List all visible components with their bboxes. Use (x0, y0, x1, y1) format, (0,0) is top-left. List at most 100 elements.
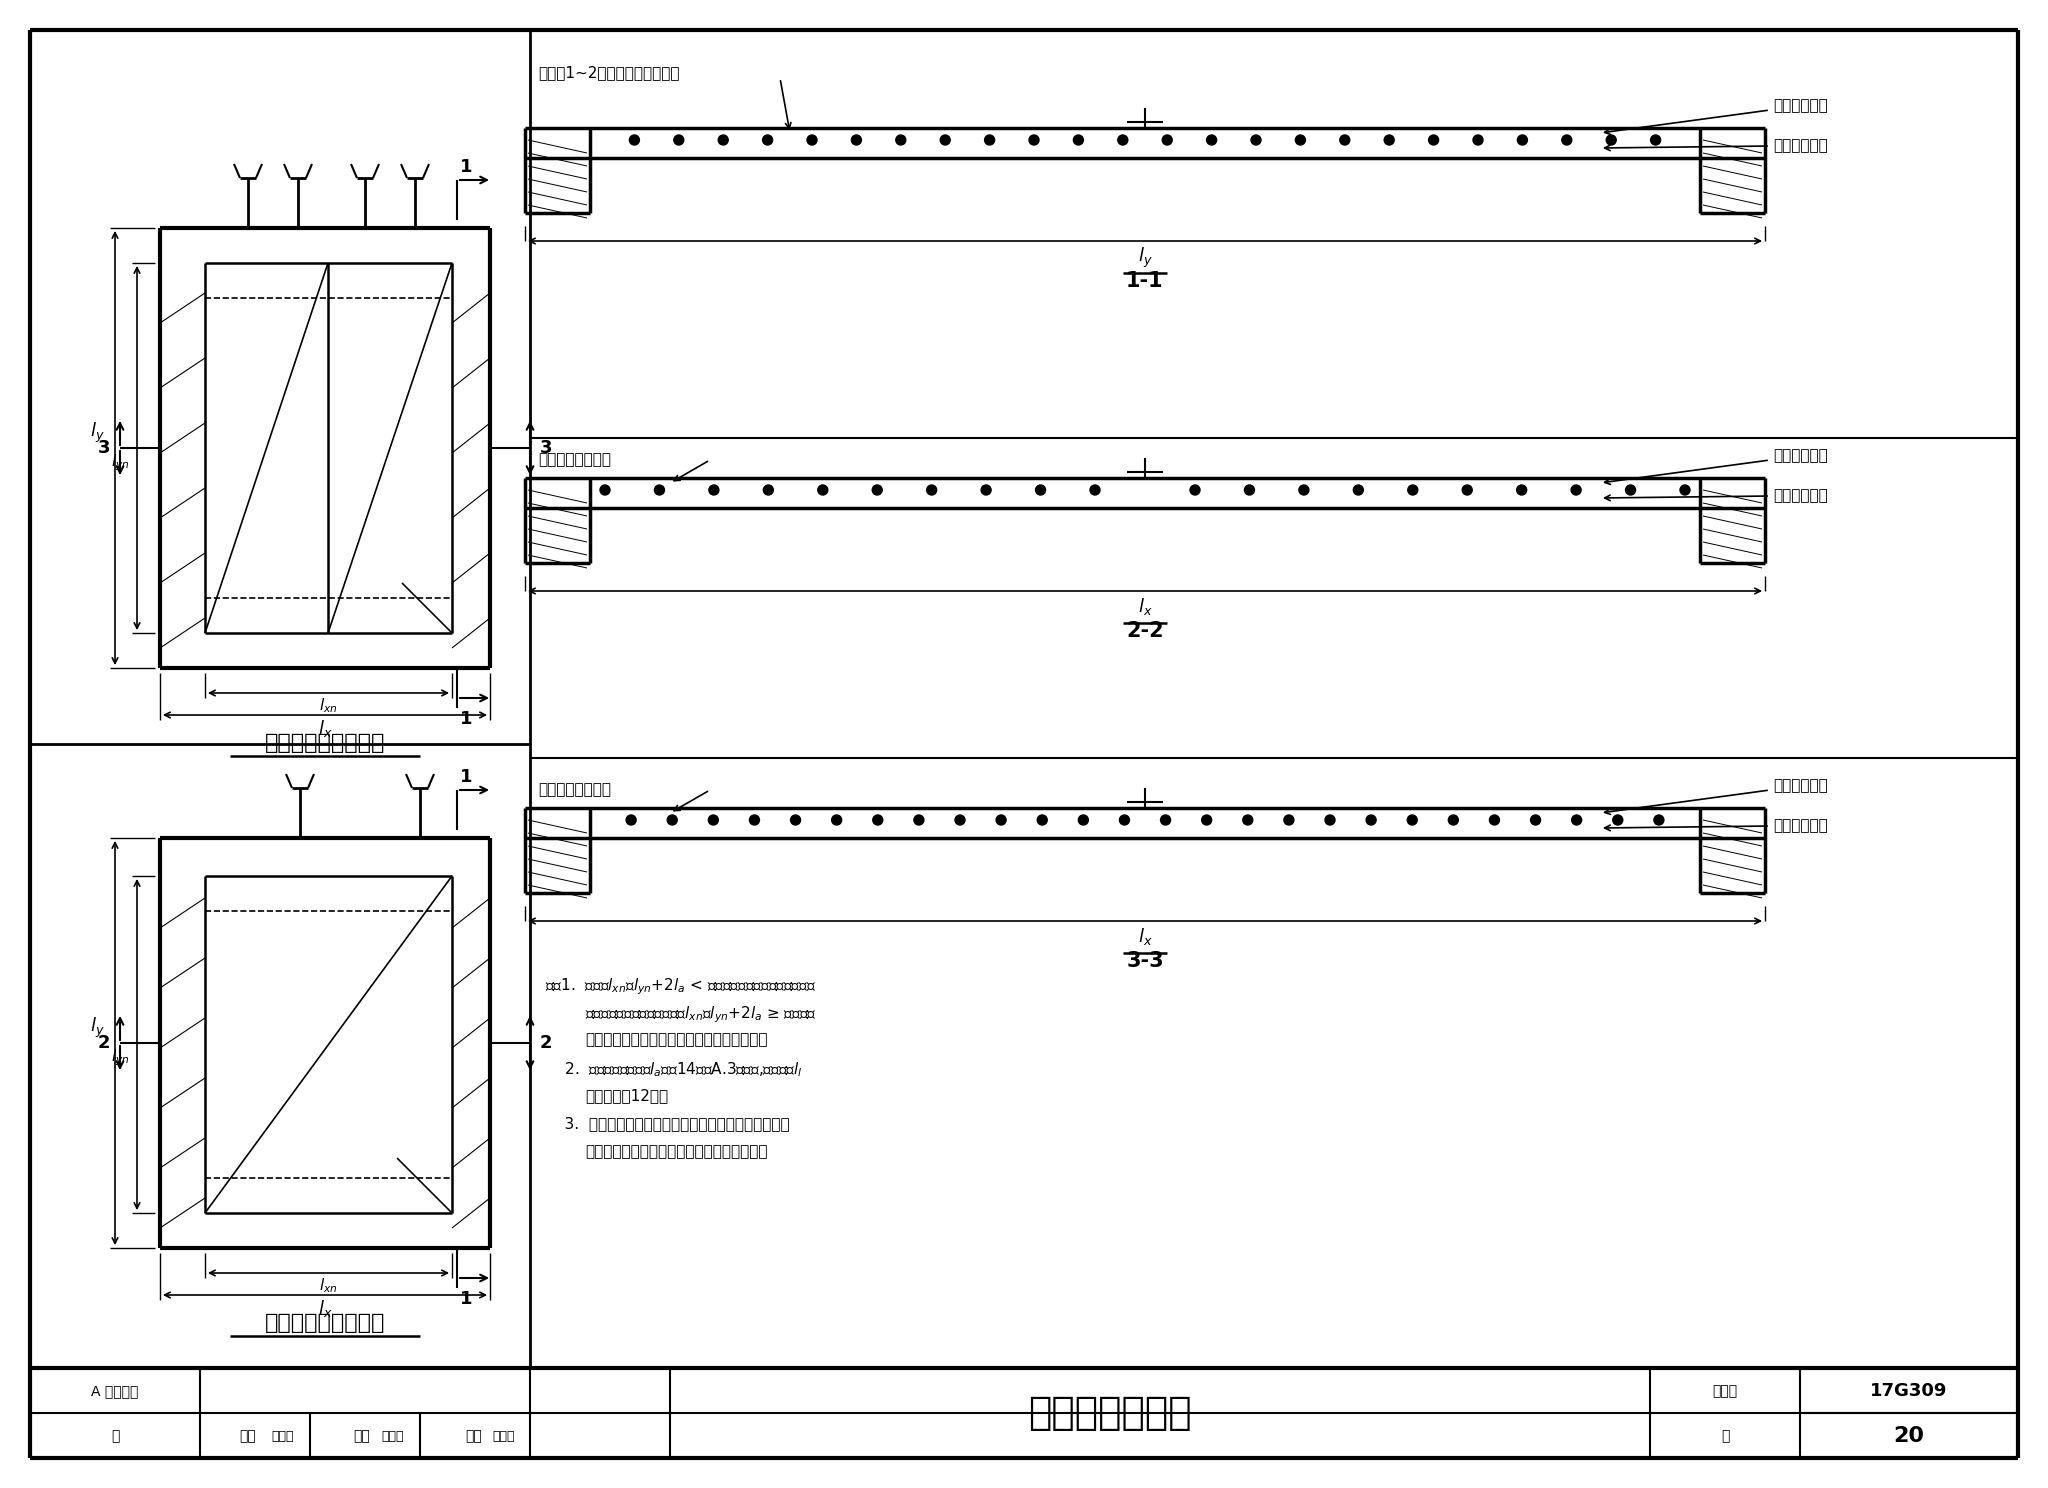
Circle shape (1120, 815, 1128, 824)
Text: 附加焊接网或钢筋: 附加焊接网或钢筋 (539, 452, 610, 467)
Circle shape (1284, 815, 1294, 824)
Circle shape (719, 135, 729, 144)
Circle shape (995, 815, 1006, 824)
Circle shape (954, 815, 965, 824)
Circle shape (1518, 485, 1526, 496)
Circle shape (709, 485, 719, 496)
Text: 20: 20 (1894, 1426, 1925, 1446)
Text: 可少焊1~2条，安装后绑扎补回: 可少焊1~2条，安装后绑扎补回 (539, 65, 680, 80)
Text: 2-2: 2-2 (1126, 620, 1163, 641)
Text: $l_{xn}$: $l_{xn}$ (319, 1277, 338, 1295)
Text: 长跨方向钢筋: 长跨方向钢筋 (1774, 778, 1827, 793)
Circle shape (1190, 485, 1200, 496)
Circle shape (1296, 135, 1305, 144)
Text: 短跨方向钢筋: 短跨方向钢筋 (1774, 488, 1827, 503)
Circle shape (817, 485, 827, 496)
Circle shape (750, 815, 760, 824)
Text: 附加焊接网或钢筋: 附加焊接网或钢筋 (539, 783, 610, 798)
Circle shape (1036, 485, 1047, 496)
Text: 底网布置（一）: 底网布置（一） (1028, 1394, 1192, 1431)
Circle shape (985, 135, 995, 144)
Circle shape (1530, 815, 1540, 824)
Circle shape (668, 815, 678, 824)
Text: 短跨方向钢筋: 短跨方向钢筋 (1774, 138, 1827, 153)
Circle shape (1571, 485, 1581, 496)
Circle shape (1571, 815, 1581, 824)
Text: 1: 1 (461, 768, 473, 786)
Circle shape (1079, 815, 1087, 824)
Text: $l_x$: $l_x$ (1139, 597, 1153, 618)
Text: 长跨方向钢筋: 长跨方向钢筋 (1774, 448, 1827, 463)
Text: 短跨方向钢筋: 短跨方向钢筋 (1774, 818, 1827, 833)
Text: 校对: 校对 (354, 1428, 371, 1443)
Text: $l_y$: $l_y$ (90, 421, 104, 445)
Circle shape (1407, 815, 1417, 824)
Circle shape (1202, 815, 1212, 824)
Circle shape (831, 815, 842, 824)
Circle shape (1626, 485, 1636, 496)
Circle shape (1655, 815, 1663, 824)
Text: 底网单层布置（一）: 底网单层布置（一） (264, 1312, 385, 1333)
Text: 1: 1 (461, 710, 473, 728)
Circle shape (655, 485, 664, 496)
Circle shape (1243, 815, 1253, 824)
Text: 底网单层布置（一）；当板块$l_{xn}$或$l_{yn}$+2$l_a$ ≥ 焊接网最: 底网单层布置（一）；当板块$l_{xn}$或$l_{yn}$+2$l_a$ ≥ … (586, 1004, 817, 1025)
Text: 图集号: 图集号 (1712, 1384, 1737, 1399)
Circle shape (1161, 135, 1171, 144)
Text: $l_{yn}$: $l_{yn}$ (111, 452, 129, 473)
Circle shape (1354, 485, 1364, 496)
Text: 林振化: 林振化 (381, 1430, 403, 1442)
Text: 审核: 审核 (240, 1428, 256, 1443)
Text: 面: 面 (111, 1428, 119, 1443)
Circle shape (926, 485, 936, 496)
Circle shape (872, 485, 883, 496)
Circle shape (1473, 135, 1483, 144)
Circle shape (913, 815, 924, 824)
Text: 大加工宽度时，可采用底网单层布置（二）。: 大加工宽度时，可采用底网单层布置（二）。 (586, 1033, 768, 1048)
Text: 1: 1 (461, 1290, 473, 1308)
Circle shape (1073, 135, 1083, 144)
Text: 注：1.  当板块$l_{xn}$或$l_{yn}$+2$l_a$ < 焊接网最大加工宽度时，可采用: 注：1. 当板块$l_{xn}$或$l_{yn}$+2$l_a$ < 焊接网最大… (545, 976, 815, 997)
Circle shape (872, 815, 883, 824)
Text: A 楼（屋）: A 楼（屋） (92, 1384, 139, 1399)
Circle shape (629, 135, 639, 144)
Circle shape (1462, 485, 1473, 496)
Circle shape (674, 135, 684, 144)
Circle shape (709, 815, 719, 824)
Circle shape (1366, 815, 1376, 824)
Text: 用与伸入支座的附加焊接网或绑扎钢筋搭接。: 用与伸入支座的附加焊接网或绑扎钢筋搭接。 (586, 1144, 768, 1159)
Circle shape (1430, 135, 1438, 144)
Circle shape (627, 815, 637, 824)
Circle shape (1651, 135, 1661, 144)
Circle shape (1339, 135, 1350, 144)
Text: 页: 页 (1720, 1428, 1729, 1443)
Text: $l_y$: $l_y$ (1139, 246, 1153, 271)
Text: 2: 2 (541, 1034, 553, 1052)
Text: 设计: 设计 (465, 1428, 483, 1443)
Text: 朱爱萍: 朱爱萍 (272, 1430, 295, 1442)
Circle shape (852, 135, 862, 144)
Text: $l_{xn}$: $l_{xn}$ (319, 696, 338, 714)
Circle shape (981, 485, 991, 496)
Text: 林国珍: 林国珍 (494, 1430, 516, 1442)
Circle shape (600, 485, 610, 496)
Text: 见本图集第12页。: 见本图集第12页。 (586, 1088, 668, 1103)
Text: 2.  焊接网的锚固长度$l_a$见第14页第A.3条规定,搭接长度$l_l$: 2. 焊接网的锚固长度$l_a$见第14页第A.3条规定,搭接长度$l_l$ (545, 1059, 803, 1079)
Circle shape (1679, 485, 1690, 496)
Text: $l_x$: $l_x$ (1139, 926, 1153, 946)
Text: 长跨方向钢筋: 长跨方向钢筋 (1774, 98, 1827, 113)
Circle shape (1298, 485, 1309, 496)
Circle shape (1448, 815, 1458, 824)
Text: 1: 1 (461, 158, 473, 176)
Circle shape (1612, 815, 1622, 824)
Circle shape (1606, 135, 1616, 144)
Circle shape (791, 815, 801, 824)
Text: $l_x$: $l_x$ (317, 719, 332, 740)
Circle shape (807, 135, 817, 144)
Circle shape (1036, 815, 1047, 824)
Circle shape (895, 135, 905, 144)
Circle shape (764, 485, 774, 496)
Circle shape (1489, 815, 1499, 824)
Text: 3-3: 3-3 (1126, 951, 1163, 972)
Text: 3.  短向受力钢筋在端部宜直接伸入支座锚固，也可采: 3. 短向受力钢筋在端部宜直接伸入支座锚固，也可采 (545, 1116, 791, 1131)
